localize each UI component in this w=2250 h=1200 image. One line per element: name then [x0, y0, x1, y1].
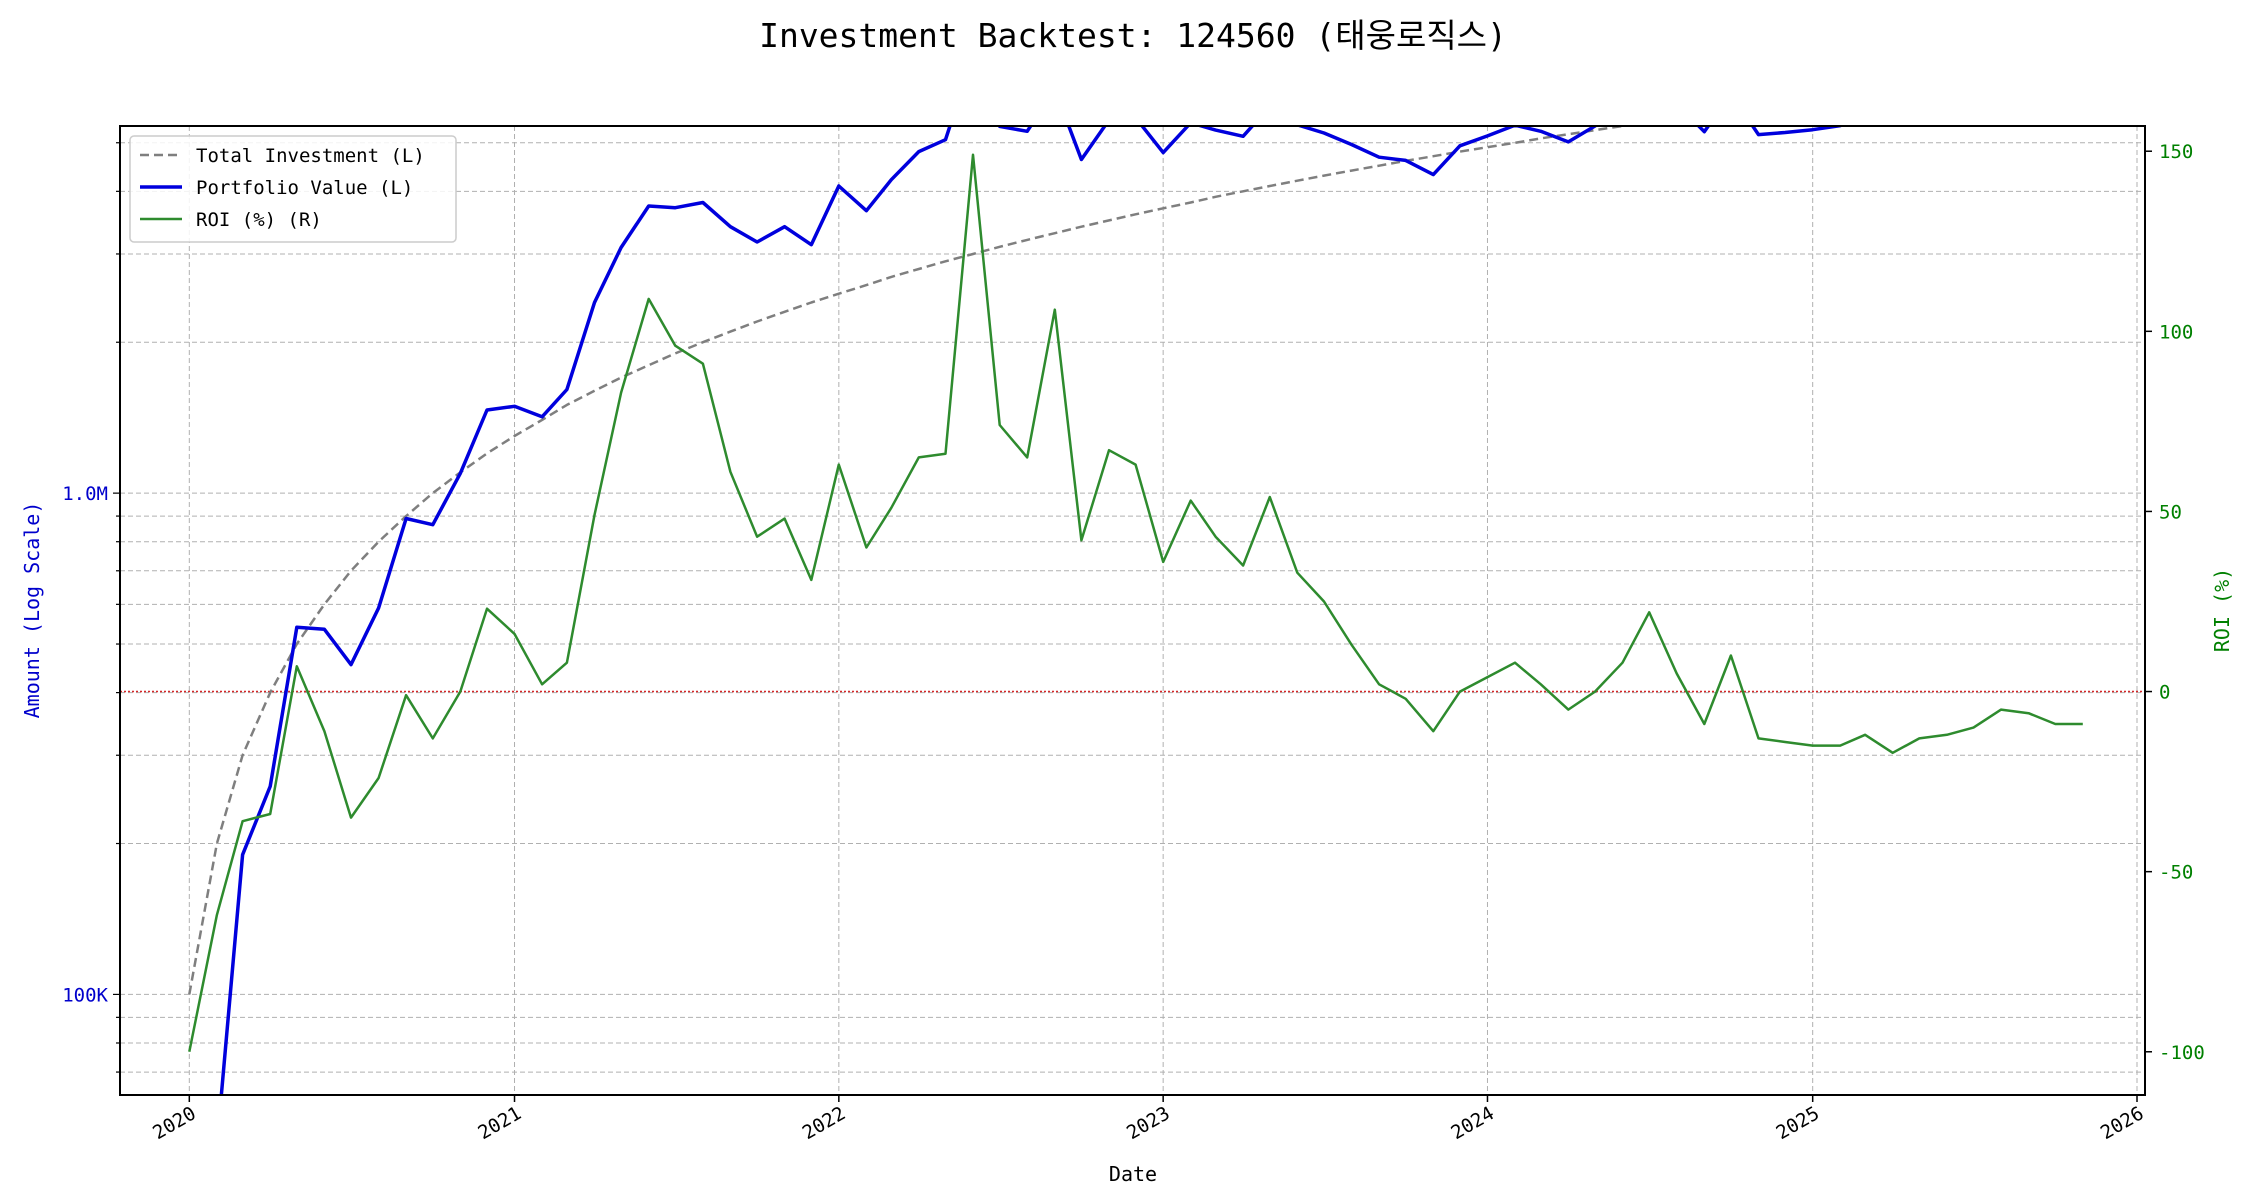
right-y-tick-label: 150: [2159, 141, 2193, 163]
portfolio-value-line: [219, 126, 1844, 1095]
right-y-tick-label: -50: [2159, 862, 2193, 884]
right-y-tick-label: 50: [2159, 501, 2182, 523]
left-y-axis: 100K 1.0M: [62, 142, 120, 1073]
chart-title: Investment Backtest: 124560 (태웅로직스): [759, 16, 1507, 55]
right-y-tick-label: 100: [2159, 321, 2193, 343]
total-investment-line: [188, 126, 1631, 995]
x-tick-label: 2022: [799, 1102, 850, 1144]
legend-label: ROI (%) (R): [196, 209, 322, 231]
x-tick-label: 2020: [149, 1102, 200, 1144]
legend-label: Portfolio Value (L): [196, 177, 413, 199]
x-axis: 2020 2021 2022 2023 2024 2025 2026: [149, 1095, 2148, 1144]
x-tick-label: 2023: [1123, 1102, 1174, 1144]
x-tick-label: 2021: [474, 1102, 525, 1144]
roi-line: [188, 153, 2083, 1053]
x-tick-label: 2024: [1447, 1102, 1498, 1144]
right-y-tick-label: -100: [2159, 1042, 2205, 1064]
left-y-tick-label: 100K: [62, 984, 108, 1006]
x-tick-label: 2026: [2097, 1102, 2148, 1144]
left-y-axis-label: Amount (Log Scale): [20, 502, 44, 719]
left-y-tick-label: 1.0M: [62, 483, 108, 505]
right-y-axis-label: ROI (%): [2210, 568, 2234, 652]
legend-box: [129, 135, 457, 243]
right-y-axis: -100 -50 0 50 100 150: [2145, 141, 2205, 1064]
x-axis-label: Date: [1109, 1162, 1157, 1186]
right-y-tick-label: 0: [2159, 682, 2170, 704]
legend-label: Total Investment (L): [196, 145, 425, 167]
grid-lines: [120, 126, 2145, 1095]
legend: Total Investment (L) Portfolio Value (L) R…: [129, 135, 457, 243]
series-lines: [188, 126, 2083, 1095]
plot-frame: [119, 125, 2146, 1096]
x-tick-label: 2025: [1773, 1102, 1824, 1144]
